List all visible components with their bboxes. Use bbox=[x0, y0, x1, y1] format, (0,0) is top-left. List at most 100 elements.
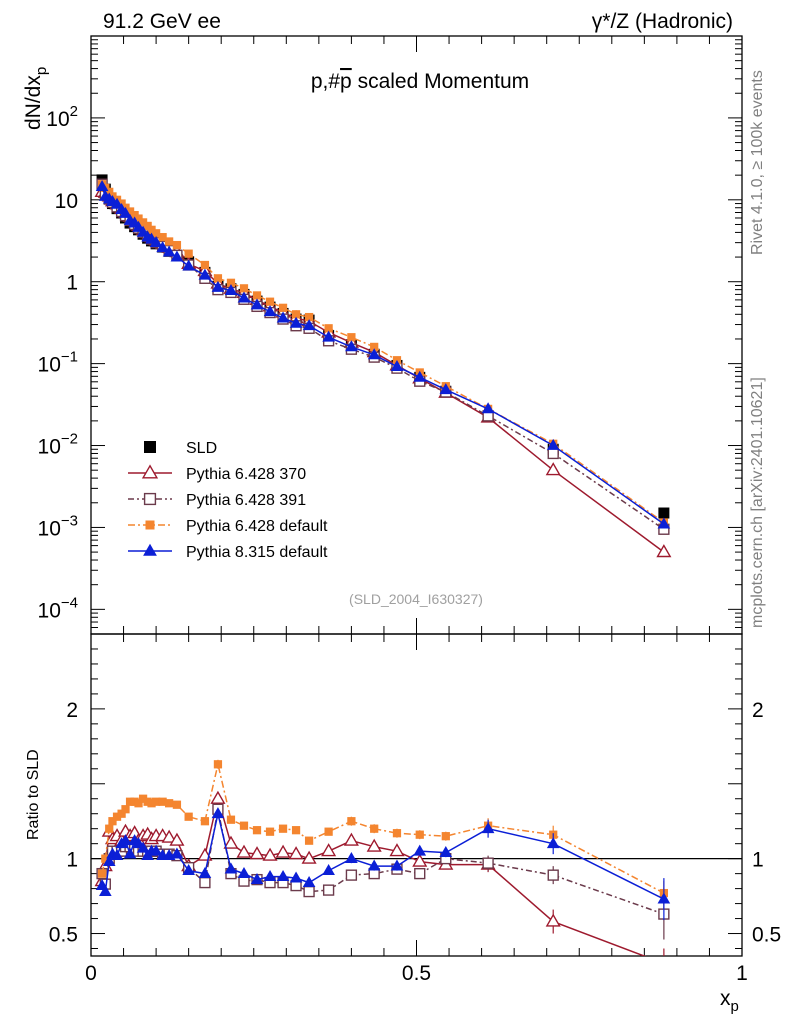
tick-exponent: −3 bbox=[61, 512, 78, 529]
marker-py8_def bbox=[224, 283, 238, 295]
ratio-marker-py6_def bbox=[415, 830, 424, 839]
tick-exponent: −1 bbox=[61, 349, 78, 366]
ratio-panel: 0 0.5 12 21 10.5 0.5 bbox=[49, 633, 781, 985]
x-tick-label: 0 bbox=[85, 962, 97, 985]
ratio-y-tick-label: 2 bbox=[66, 699, 78, 722]
ratio-marker-py6_370 bbox=[161, 829, 177, 843]
ratio-marker-py6_391 bbox=[199, 876, 211, 889]
x-label-sub: p bbox=[731, 998, 739, 1015]
ratio-marker-py6_370 bbox=[210, 790, 226, 804]
legend-entry: SLD bbox=[144, 440, 217, 457]
ratio-marker-py8_def bbox=[322, 864, 335, 876]
tick-exponent: 2 bbox=[70, 103, 78, 120]
ratio-marker-py6_370 bbox=[262, 847, 278, 861]
marker-py6_def bbox=[200, 260, 210, 270]
marker-py8_def bbox=[170, 250, 184, 262]
legend-label: Pythia 6.428 391 bbox=[186, 492, 306, 509]
ratio-marker-py6_370 bbox=[412, 853, 428, 867]
series-py6_370 bbox=[94, 183, 672, 558]
ratio-marker-py8_def bbox=[345, 852, 358, 864]
process-label: γ*/Z (Hadronic) bbox=[592, 10, 733, 33]
main-y-axis-label: dN/dxp bbox=[22, 67, 50, 130]
ratio-marker-py6_def bbox=[347, 817, 356, 826]
tick-base: 10 bbox=[55, 190, 78, 213]
energy-label: 91.2 GeV ee bbox=[103, 10, 221, 33]
ratio-marker-py8_def bbox=[276, 870, 290, 882]
ratio-marker-py6_370 bbox=[223, 835, 239, 849]
main-y-tick-label: 10−1 bbox=[38, 349, 78, 377]
x-tick-label: 1 bbox=[736, 962, 748, 985]
marker-py8_def bbox=[162, 245, 176, 257]
ratio-marker-py8_def bbox=[110, 849, 124, 861]
ratio-series-group bbox=[94, 759, 671, 956]
marker-py6_def bbox=[226, 278, 236, 287]
main-y-tick-label: 10−4 bbox=[38, 594, 78, 622]
marker-py6_def bbox=[138, 218, 148, 227]
ratio-marker-py6_370 bbox=[236, 844, 252, 858]
marker-py6_def bbox=[324, 324, 333, 333]
marker-py8_def bbox=[263, 305, 277, 317]
marker-py6_def bbox=[147, 225, 156, 234]
ratio-marker-py6_def bbox=[184, 812, 193, 821]
main-y-label-text: dN/dx bbox=[22, 75, 45, 130]
marker-py6_def bbox=[278, 303, 288, 312]
ratio-marker-py8_def bbox=[170, 847, 184, 859]
marker-py6_def bbox=[125, 207, 135, 216]
mcplots-text: mcplots.cern.ch [arXiv:2401.10621] bbox=[749, 377, 766, 628]
main-title: p,#p scaled Momentum bbox=[311, 70, 529, 93]
ratio-marker-py6_def bbox=[164, 799, 174, 808]
marker-py8_def bbox=[95, 179, 109, 191]
ratio-marker-py8_def bbox=[224, 862, 238, 874]
ratio-marker-py8_def bbox=[123, 847, 137, 859]
ratio-y-tick-label-right: 1 bbox=[752, 849, 764, 872]
marker-py6_def bbox=[291, 310, 301, 319]
marker-py6_def bbox=[213, 274, 223, 283]
tick-base: 10 bbox=[38, 517, 61, 540]
ratio-y-tick-label-right: 0.5 bbox=[752, 924, 781, 947]
ratio-marker-py8_def bbox=[211, 807, 225, 819]
marker-py6_370 bbox=[545, 462, 561, 476]
ratio-marker-py6_def bbox=[291, 826, 301, 835]
ratio-y-tick-label-right: 2 bbox=[752, 699, 764, 722]
ratio-marker-py6_def bbox=[239, 821, 249, 830]
legend-marker bbox=[145, 520, 155, 530]
tick-base: 10 bbox=[46, 108, 69, 131]
ratio-marker-py6_391 bbox=[322, 884, 335, 896]
rivet-version-text: Rivet 4.1.0, ≥ 100k events bbox=[749, 70, 766, 255]
ratio-marker-py8_def bbox=[198, 867, 212, 879]
marker-py8_def bbox=[302, 319, 316, 331]
marker-py6_def bbox=[151, 229, 161, 238]
tick-base: 10 bbox=[38, 436, 61, 459]
ratio-marker-py6_def bbox=[134, 799, 143, 808]
ratio-marker-py6_def bbox=[121, 805, 130, 814]
ratio-marker-py6_def bbox=[226, 815, 236, 824]
marker-py6_370 bbox=[656, 544, 672, 558]
marker-py8_def bbox=[289, 316, 303, 328]
x-label-text: x bbox=[720, 987, 731, 1010]
ratio-marker-py6_def bbox=[278, 824, 288, 833]
ratio-marker-py6_def bbox=[101, 854, 110, 863]
marker-py8_def bbox=[237, 291, 251, 303]
ratio-marker-py6_def bbox=[138, 794, 148, 803]
tick-exponent: −4 bbox=[61, 594, 78, 611]
ratio-marker-py6_391 bbox=[414, 867, 426, 880]
ratio-marker-py6_def bbox=[147, 799, 156, 808]
legend-entry: Pythia 8.315 default bbox=[128, 543, 328, 561]
marker-py6_def bbox=[252, 291, 262, 300]
ratio-marker-py6_def bbox=[125, 797, 135, 806]
main-title-rest: scaled Momentum bbox=[352, 70, 529, 93]
ratio-marker-py6_def bbox=[151, 797, 161, 806]
ratio-marker-py6_391 bbox=[482, 857, 494, 869]
main-y-tick-label: 10 bbox=[55, 190, 78, 213]
ratio-line-py8_def bbox=[101, 813, 665, 900]
tick-base: 10 bbox=[38, 599, 61, 622]
ratio-marker-py6_370 bbox=[301, 850, 317, 864]
marker-py8_def bbox=[322, 330, 335, 342]
main-title-start: p,# bbox=[311, 70, 341, 93]
ratio-marker-py6_def bbox=[158, 797, 167, 806]
ratio-marker-py8_def bbox=[413, 844, 427, 856]
ratio-marker-py8_def bbox=[481, 822, 495, 834]
ratio-marker-py6_370 bbox=[343, 832, 359, 846]
ratio-marker-py6_def bbox=[324, 827, 333, 836]
ratio-marker-py8_def bbox=[289, 871, 303, 883]
